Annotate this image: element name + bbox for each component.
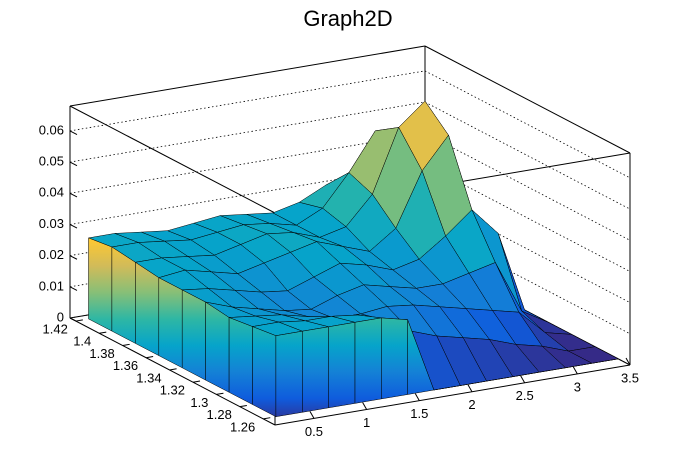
y-tick-label: 1.42 xyxy=(43,321,68,336)
box-edge xyxy=(69,317,276,426)
chart-title: Graph2D xyxy=(303,6,392,31)
surface-wall xyxy=(539,367,566,373)
surface-wall xyxy=(381,317,408,400)
y-tick xyxy=(239,404,247,408)
y-tick-label: 1.34 xyxy=(136,370,161,385)
y-tick xyxy=(122,343,130,347)
z-tick xyxy=(69,317,78,323)
z-tick-label: 0.05 xyxy=(39,154,64,169)
surface-wall xyxy=(158,277,183,369)
surface-wall xyxy=(565,363,593,369)
y-tick-label: 1.26 xyxy=(230,419,255,434)
z-tick-label: 0.06 xyxy=(39,122,64,137)
y-tick xyxy=(99,331,107,334)
z-tick-label: 0.01 xyxy=(39,278,64,293)
z-tick xyxy=(69,130,78,135)
y-tick-label: 1.4 xyxy=(73,334,91,349)
surface-wall xyxy=(135,261,160,357)
surface-wall xyxy=(302,326,329,413)
surface-wall xyxy=(228,317,253,405)
z-tick-label: 0.03 xyxy=(39,216,64,231)
surface-wall xyxy=(354,317,382,404)
surface-wall xyxy=(88,237,113,332)
z-tick xyxy=(69,192,78,198)
y-tick xyxy=(192,380,201,383)
surface-wall xyxy=(460,380,487,386)
x-tick xyxy=(362,402,368,410)
z-tick-label: 0 xyxy=(57,309,64,324)
z-tick xyxy=(69,286,78,291)
surface-wall xyxy=(591,358,619,364)
x-tick xyxy=(572,366,578,375)
z-tick xyxy=(69,255,78,260)
z-tick xyxy=(69,161,78,167)
x-tick-label: 2.5 xyxy=(516,388,534,403)
x-tick-label: 0.5 xyxy=(305,424,323,439)
x-tick-label: 3.5 xyxy=(621,370,639,385)
x-tick-label: 1.5 xyxy=(410,406,428,421)
surface-wall xyxy=(512,371,540,377)
z-tick xyxy=(69,224,78,229)
y-tick-label: 1.3 xyxy=(190,395,208,410)
y-tick-label: 1.38 xyxy=(89,346,114,361)
surface-wall xyxy=(252,326,277,418)
surface-wall xyxy=(486,376,513,382)
x-tick-label: 3 xyxy=(574,379,581,394)
surface-wall xyxy=(111,246,136,344)
x-tick-label: 1 xyxy=(363,415,370,430)
grid-line xyxy=(69,70,631,179)
z-tick-label: 0.04 xyxy=(39,185,64,200)
y-tick xyxy=(216,392,224,395)
box-edge xyxy=(69,105,276,214)
y-tick-label: 1.28 xyxy=(207,407,232,422)
surface-wall xyxy=(328,322,356,409)
y-tick xyxy=(169,368,177,371)
y-tick-label: 1.36 xyxy=(113,358,138,373)
x-tick xyxy=(625,357,631,366)
surface-wall xyxy=(433,385,461,391)
surface-wall xyxy=(275,330,303,417)
box-edge xyxy=(274,364,631,426)
x-tick xyxy=(467,384,473,392)
y-tick xyxy=(75,319,83,322)
x-tick xyxy=(520,375,526,384)
y-tick xyxy=(263,417,271,420)
surface-wall xyxy=(181,289,206,381)
x-tick xyxy=(414,393,420,401)
y-tick-label: 1.32 xyxy=(160,383,185,398)
z-tick-label: 0.02 xyxy=(39,247,64,262)
x-tick xyxy=(309,411,315,419)
surface-wall xyxy=(205,301,230,393)
x-tick-label: 2 xyxy=(468,397,475,412)
y-tick xyxy=(146,356,154,359)
box-edge xyxy=(424,45,631,154)
box-edge xyxy=(69,45,426,107)
